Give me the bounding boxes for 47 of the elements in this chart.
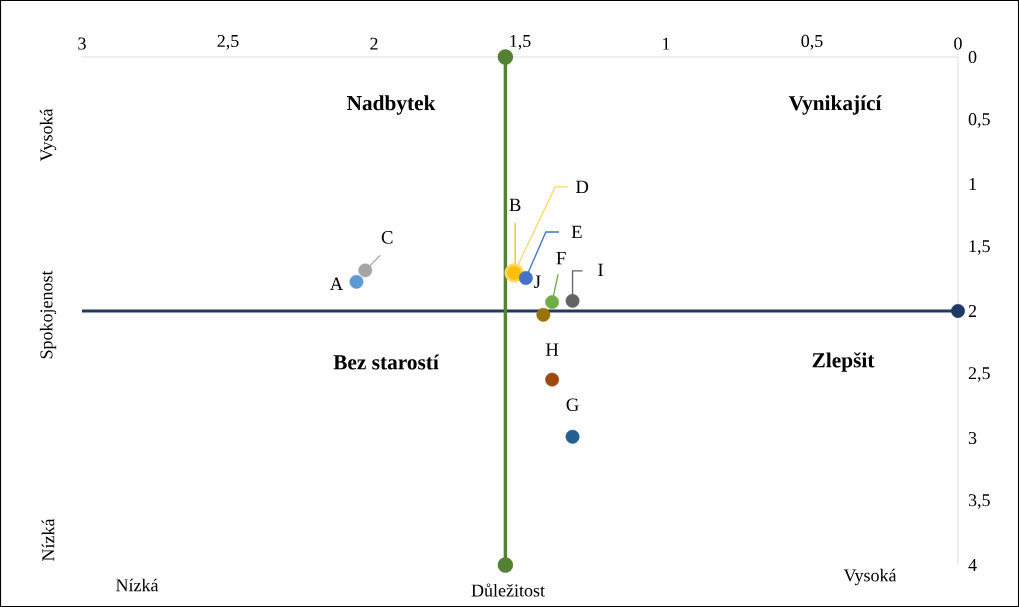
x-tick-label: 2 xyxy=(370,37,378,50)
point xyxy=(536,307,551,322)
y-tick-label: 4 xyxy=(968,559,977,571)
point xyxy=(951,304,965,318)
y-axis-title: Spokojenost xyxy=(39,270,57,359)
series-label: J xyxy=(534,275,541,289)
point xyxy=(545,295,560,310)
point xyxy=(518,271,533,285)
point xyxy=(497,49,514,65)
point xyxy=(565,293,580,308)
point xyxy=(545,372,560,387)
y-tick-label: 1 xyxy=(969,178,976,190)
series-label: H xyxy=(545,343,559,356)
point xyxy=(349,274,364,289)
annotation: Bez starostí xyxy=(333,354,440,370)
annotation: Nadbytek xyxy=(346,95,436,115)
y-tick-label: 2 xyxy=(968,305,977,317)
text: Nízká xyxy=(116,578,159,592)
point xyxy=(358,263,373,278)
annotation: Vynikající xyxy=(788,95,882,115)
x-axis-title: Důležitost xyxy=(471,583,545,597)
series-label: G xyxy=(566,398,579,412)
x-tick-label: 0,5 xyxy=(801,34,823,50)
text: E xyxy=(571,225,582,239)
text: Vysoká xyxy=(39,108,57,162)
point xyxy=(565,429,580,444)
y-tick-label: 3,5 xyxy=(968,494,990,509)
y-tick-label: 1,5 xyxy=(969,240,990,255)
series-label: A xyxy=(329,277,344,290)
x-tick-label: 2,5 xyxy=(217,34,239,50)
x-tick-label: 0 xyxy=(954,37,962,50)
text: Nízká xyxy=(41,518,55,561)
text: Vysoká xyxy=(843,568,897,586)
text: B xyxy=(509,198,521,212)
point xyxy=(497,557,514,573)
series-label: C xyxy=(381,231,393,244)
y-tick-label: 0,5 xyxy=(968,113,990,128)
y-tick-label: 3 xyxy=(968,431,977,445)
y-tick-label: 2,5 xyxy=(968,367,990,382)
annotation: Zlepšit xyxy=(812,352,875,372)
series-label: F xyxy=(556,251,566,265)
x-tick-label: 3 xyxy=(78,37,86,50)
x-tick-label: 1 xyxy=(663,37,670,50)
x-tick-label: 1,5 xyxy=(510,34,531,50)
series-label: I xyxy=(598,263,604,276)
y-tick-label: 0 xyxy=(968,50,977,64)
text: D xyxy=(575,180,589,194)
